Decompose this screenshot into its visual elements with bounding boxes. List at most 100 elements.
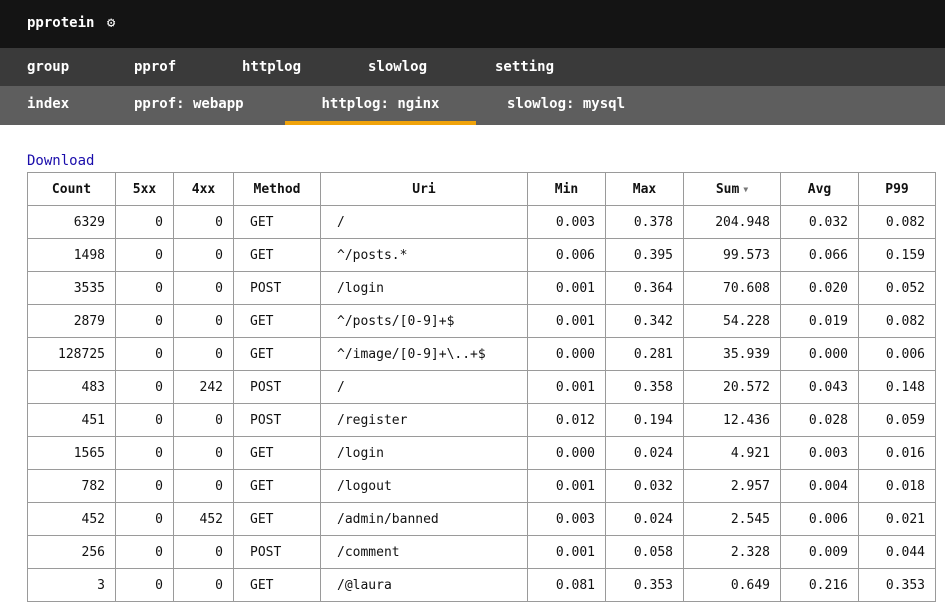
cell-p99: 0.059	[858, 403, 936, 437]
cell-sum: 70.608	[683, 271, 781, 305]
col-header-p99[interactable]: P99	[858, 172, 936, 206]
cell-4xx: 0	[173, 238, 234, 272]
cell-avg: 0.000	[780, 337, 859, 371]
table-row: 128725 0 0 GET ^/image/[0-9]+\..+$ 0.000 0.281…	[27, 337, 936, 371]
tab-slowlog-mysql[interactable]: slowlog: mysql	[507, 96, 626, 112]
cell-5xx: 0	[115, 436, 174, 470]
cell-5xx: 0	[115, 304, 174, 338]
nav-slowlog[interactable]: slowlog	[368, 59, 428, 75]
col-header-count[interactable]: Count	[27, 172, 116, 206]
cell-avg: 0.066	[780, 238, 859, 272]
cell-count: 452	[27, 502, 116, 536]
cell-p99: 0.353	[858, 568, 936, 602]
cell-max: 0.353	[605, 568, 684, 602]
cell-4xx: 0	[173, 271, 234, 305]
table-row: 2879 0 0 GET ^/posts/[0-9]+$ 0.001 0.342 54.228…	[27, 304, 936, 338]
cell-5xx: 0	[115, 568, 174, 602]
cell-avg: 0.003	[780, 436, 859, 470]
col-header-5xx[interactable]: 5xx	[115, 172, 174, 206]
tab-httplog-nginx[interactable]: httplog: nginx	[285, 86, 476, 125]
app-title[interactable]: pprotein ⚙	[27, 15, 116, 31]
table-row: 3535 0 0 POST/login 0.001 0.364 70.608 0.020 0.0…	[27, 271, 936, 305]
cell-4xx: 0	[173, 568, 234, 602]
cell-5xx: 0	[115, 469, 174, 503]
cell-uri: /@laura	[320, 568, 528, 602]
cell-count: 128725	[27, 337, 116, 371]
nav-pprof[interactable]: pprof	[134, 59, 177, 75]
table-row: 256 0 0 POST/comment 0.001 0.058 2.328 0.009 0.0…	[27, 535, 936, 569]
download-link[interactable]: Download	[27, 153, 95, 169]
cell-count: 3535	[27, 271, 116, 305]
cell-avg: 0.019	[780, 304, 859, 338]
nav-group[interactable]: group	[27, 59, 70, 75]
col-header-min[interactable]: Min	[527, 172, 606, 206]
cell-method: GET	[233, 568, 321, 602]
cell-max: 0.358	[605, 370, 684, 404]
cell-method: POST	[233, 271, 321, 305]
top-bar: pprotein ⚙	[0, 0, 945, 48]
cell-method: GET	[233, 304, 321, 338]
cell-uri: /login	[320, 436, 528, 470]
cell-p99: 0.052	[858, 271, 936, 305]
cell-count: 256	[27, 535, 116, 569]
cell-min: 0.000	[527, 337, 606, 371]
cell-method: POST	[233, 370, 321, 404]
cell-sum: 204.948	[683, 205, 781, 239]
cell-4xx: 0	[173, 403, 234, 437]
col-header-method[interactable]: Method	[233, 172, 321, 206]
cell-p99: 0.082	[858, 205, 936, 239]
cell-count: 1565	[27, 436, 116, 470]
cell-method: GET	[233, 337, 321, 371]
cell-4xx: 0	[173, 337, 234, 371]
cell-avg: 0.028	[780, 403, 859, 437]
cell-method: POST	[233, 535, 321, 569]
cell-uri: /register	[320, 403, 528, 437]
tab-pprof-webapp[interactable]: pprof: webapp	[134, 96, 244, 112]
cell-p99: 0.006	[858, 337, 936, 371]
cell-5xx: 0	[115, 238, 174, 272]
cell-4xx: 0	[173, 304, 234, 338]
cell-max: 0.395	[605, 238, 684, 272]
nav-httplog[interactable]: httplog	[242, 59, 302, 75]
cell-uri: /login	[320, 271, 528, 305]
cell-uri: ^/image/[0-9]+\..+$	[320, 337, 528, 371]
cell-p99: 0.016	[858, 436, 936, 470]
cell-4xx: 0	[173, 535, 234, 569]
cell-count: 483	[27, 370, 116, 404]
cell-avg: 0.216	[780, 568, 859, 602]
table-row: 782 0 0 GET/logout 0.001 0.032 2.957 0.004 0.018	[27, 469, 936, 503]
cell-min: 0.001	[527, 370, 606, 404]
tab-index[interactable]: index	[27, 96, 70, 112]
cell-avg: 0.043	[780, 370, 859, 404]
cell-max: 0.024	[605, 502, 684, 536]
cell-5xx: 0	[115, 502, 174, 536]
table-row: 1498 0 0 GET ^/posts.* 0.006 0.395 99.573 0.066 0…	[27, 238, 936, 272]
cell-avg: 0.020	[780, 271, 859, 305]
col-header-uri[interactable]: Uri	[320, 172, 528, 206]
cell-min: 0.003	[527, 205, 606, 239]
cell-p99: 0.148	[858, 370, 936, 404]
cell-5xx: 0	[115, 535, 174, 569]
col-header-max[interactable]: Max	[605, 172, 684, 206]
cell-uri: ^/posts.*	[320, 238, 528, 272]
cell-uri: ^/posts/[0-9]+$	[320, 304, 528, 338]
cell-avg: 0.032	[780, 205, 859, 239]
col-header-avg[interactable]: Avg	[780, 172, 859, 206]
nav-setting[interactable]: setting	[495, 59, 555, 75]
cell-count: 6329	[27, 205, 116, 239]
cell-sum: 2.957	[683, 469, 781, 503]
cell-max: 0.058	[605, 535, 684, 569]
cell-max: 0.281	[605, 337, 684, 371]
col-header-sum[interactable]: Sum ▼	[683, 172, 781, 206]
cell-4xx: 0	[173, 469, 234, 503]
cell-min: 0.001	[527, 304, 606, 338]
gear-icon[interactable]: ⚙	[106, 15, 116, 31]
col-header-4xx[interactable]: 4xx	[173, 172, 234, 206]
cell-count: 1498	[27, 238, 116, 272]
cell-method: GET	[233, 469, 321, 503]
cell-count: 782	[27, 469, 116, 503]
cell-count: 451	[27, 403, 116, 437]
cell-uri: /	[320, 370, 528, 404]
cell-avg: 0.006	[780, 502, 859, 536]
cell-p99: 0.082	[858, 304, 936, 338]
